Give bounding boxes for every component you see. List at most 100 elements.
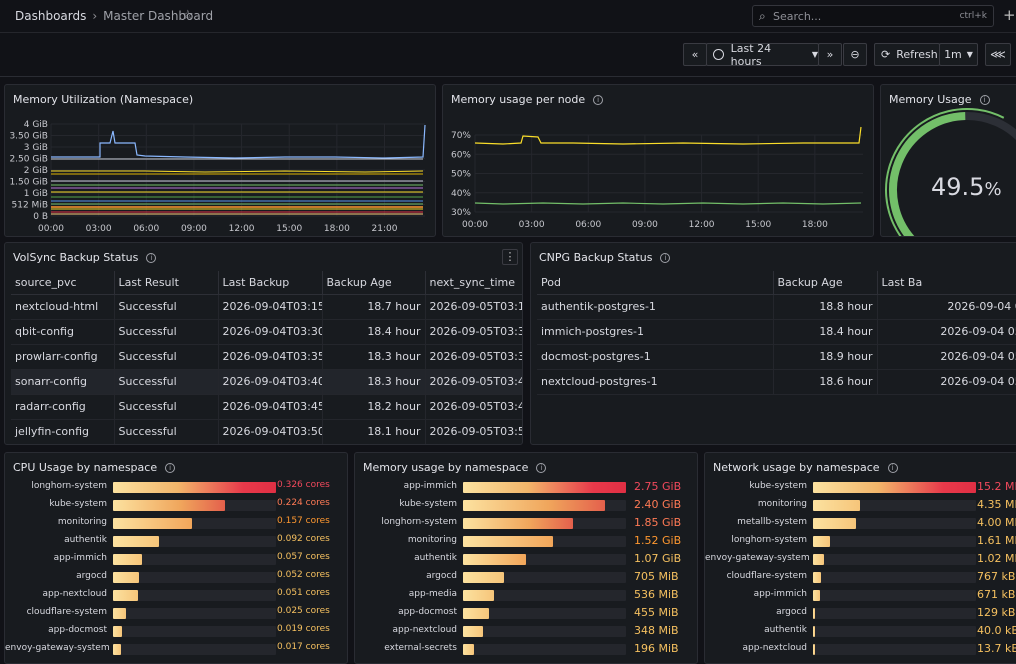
bar-value: 0.092 cores [277, 534, 330, 544]
bar-row[interactable]: kube-system 15.2 MB [705, 479, 1016, 497]
bar-row[interactable]: app-docmost 0.019 cores [5, 623, 347, 641]
table-row[interactable]: jellyfin-config Successful 2026-09-04T03:5… [11, 419, 522, 444]
column-header[interactable]: Last Ba [877, 271, 1016, 295]
bar-row[interactable]: envoy-gateway-system 1.02 MB [705, 551, 1016, 569]
bar-fill [463, 626, 484, 637]
bar-track [113, 608, 276, 619]
info-icon[interactable]: i [536, 463, 547, 473]
bar-fill [813, 536, 831, 547]
bar-label: authentik [764, 625, 807, 635]
panel-menu-icon[interactable]: ⋮ [502, 249, 518, 265]
plus-icon[interactable]: + [1003, 6, 1016, 24]
bar-row[interactable]: longhorn-system 1.85 GiB [355, 515, 697, 533]
bar-row[interactable]: cloudflare-system 767 kB [705, 569, 1016, 587]
bar-row[interactable]: longhorn-system 0.326 cores [5, 479, 347, 497]
bar-row[interactable]: app-media 536 MiB [355, 587, 697, 605]
star-icon[interactable]: ☆ [182, 8, 194, 23]
bar-track [113, 518, 276, 529]
bar-row[interactable]: app-docmost 455 MiB [355, 605, 697, 623]
bar-row[interactable]: kube-system 0.224 cores [5, 497, 347, 515]
column-header[interactable]: Pod [537, 271, 774, 295]
bar-row[interactable]: app-immich 671 kB [705, 587, 1016, 605]
bar-row[interactable]: external-secrets 196 MiB [355, 641, 697, 659]
table-row[interactable]: nextcloud-htmlSuccessful2026-09-04T03:15… [11, 294, 522, 320]
bar-row[interactable]: app-nextcloud 0.051 cores [5, 587, 347, 605]
memory-per-node-chart[interactable]: 70% 60% 50% 40% 30% 00:00 03:00 06:00 09:00 12:0… [443, 85, 874, 237]
bar-row[interactable]: app-immich 2.75 GiB [355, 479, 697, 497]
bar-value: 15.2 MB [977, 480, 1016, 493]
column-header[interactable]: Last Result [114, 271, 219, 295]
info-icon[interactable]: i [165, 463, 176, 473]
time-back-button[interactable]: « [683, 43, 707, 66]
table-cell: nextcloud-html [11, 294, 115, 320]
chevrons-left-icon: « [691, 48, 699, 61]
bar-row[interactable]: authentik 40.0 kB [705, 623, 1016, 641]
bar-row[interactable]: kube-system 2.40 GiB [355, 497, 697, 515]
bar-row[interactable]: longhorn-system 1.61 MB [705, 533, 1016, 551]
bar-row[interactable]: envoy-gateway-system 0.017 cores [5, 641, 347, 659]
bar-fill [813, 608, 815, 619]
bar-row[interactable]: monitoring 0.157 cores [5, 515, 347, 533]
bar-row[interactable]: app-nextcloud 13.7 kB [705, 641, 1016, 659]
table-cell: 2026-09-05T03:50 [425, 419, 522, 444]
breadcrumb-separator-icon: › [92, 9, 98, 23]
panel-title-text: CNPG Backup Status [539, 251, 653, 264]
bar-row[interactable]: cloudflare-system 0.025 cores [5, 605, 347, 623]
column-header[interactable]: source_pvc [11, 271, 115, 295]
info-icon[interactable]: i [146, 253, 157, 263]
table-cell: 2026-09-04T03:45:1 [218, 394, 323, 420]
y-tick-label: 512 MiB [12, 201, 48, 211]
x-tick-label: 12:00 [229, 224, 255, 234]
bar-row[interactable]: app-nextcloud 348 MiB [355, 623, 697, 641]
time-range-picker[interactable]: Last 24 hours ▼ [706, 42, 819, 68]
search-input[interactable]: ⌕ Search... ctrl+k [752, 5, 994, 27]
share-button[interactable]: ⋘ [985, 43, 1011, 66]
series-line [51, 124, 426, 159]
bar-fill [813, 482, 976, 493]
table-row[interactable]: nextcloud-postgres-1 18.6 hour 2026-09-04 … [537, 369, 1016, 395]
info-icon[interactable]: i [593, 95, 604, 105]
bar-row[interactable]: monitoring 4.35 MB [705, 497, 1016, 515]
table-row[interactable]: radarr-configSuccessful2026-09-04T03:45:… [11, 394, 522, 420]
bar-value: 671 kB [977, 588, 1016, 601]
breadcrumb-dashboards[interactable]: Dashboards [15, 9, 87, 23]
bar-label: longhorn-system [31, 481, 107, 491]
info-icon[interactable]: i [979, 95, 990, 105]
zoom-out-button[interactable]: ⊖ [843, 43, 867, 66]
column-header[interactable]: Last Backup [218, 271, 323, 295]
table-row[interactable]: sonarr-configSuccessful2026-09-04T03:40:… [11, 369, 522, 395]
bar-row[interactable]: monitoring 1.52 GiB [355, 533, 697, 551]
bar-row[interactable]: metallb-system 4.00 MB [705, 515, 1016, 533]
table-row[interactable]: prowlarr-config Successful 2026-09-04T03:3… [11, 344, 522, 370]
bar-row[interactable]: app-immich 0.057 cores [5, 551, 347, 569]
bar-value: 1.02 MB [977, 552, 1016, 565]
column-header[interactable]: Backup Age [322, 271, 426, 295]
refresh-interval-select[interactable]: 1m ▼ [939, 43, 978, 66]
column-header[interactable]: next_sync_time [425, 271, 522, 295]
panel-title-text: Memory Usage [889, 93, 972, 106]
y-tick-label: 4 GiB [24, 120, 48, 130]
bar-row[interactable]: argocd 129 kB [705, 605, 1016, 623]
info-icon[interactable]: i [660, 253, 671, 263]
table-cell: 18.4 hour [773, 319, 878, 345]
table-row[interactable]: authentik-postgres-1 18.8 hour 2026-09-04 … [537, 294, 1016, 320]
bar-row[interactable]: argocd 0.052 cores [5, 569, 347, 587]
gauge-value-number: 49.5 [931, 173, 985, 201]
column-header[interactable]: Backup Age [773, 271, 878, 295]
bar-row[interactable]: argocd 705 MiB [355, 569, 697, 587]
table-cell: 2026-09-05T03:40 [425, 369, 522, 395]
bar-row[interactable]: authentik 1.07 GiB [355, 551, 697, 569]
bar-fill [113, 500, 225, 511]
bar-row[interactable]: authentik 0.092 cores [5, 533, 347, 551]
info-icon[interactable]: i [887, 463, 898, 473]
bar-fill [463, 608, 490, 619]
x-tick-label: 12:00 [689, 220, 715, 230]
table-row[interactable]: qbit-configSuccessful2026-09-04T03:30:11… [11, 319, 522, 345]
x-tick-label: 06:00 [133, 224, 159, 234]
refresh-button[interactable]: ⟳ Refresh [874, 43, 940, 66]
panel-title: Memory usage per node i [451, 93, 604, 106]
time-forward-button[interactable]: » [818, 43, 842, 66]
